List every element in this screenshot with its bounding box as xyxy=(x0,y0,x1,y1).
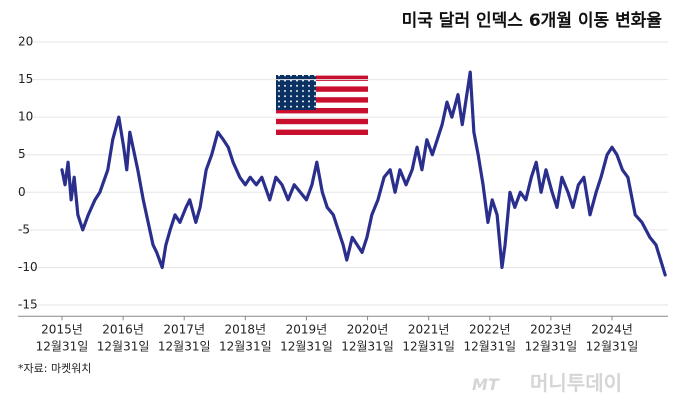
y-tick-label: -10 xyxy=(18,260,38,274)
x-tick-label: 2017년 xyxy=(163,322,205,336)
x-tick-label: 12월31일 xyxy=(525,339,578,353)
source: *자료: 마켓워치 xyxy=(18,362,91,375)
y-tick-label: 0 xyxy=(18,185,26,199)
flag xyxy=(276,75,368,140)
x-tick-label: 12월31일 xyxy=(341,339,394,353)
x-tick-label: 2016년 xyxy=(102,322,144,336)
watermark-logo: MT xyxy=(472,375,500,394)
y-tick-label: -5 xyxy=(18,222,30,236)
y-tick-label: 15 xyxy=(18,72,33,86)
x-tick-label: 2022년 xyxy=(469,322,511,336)
x-tick-label: 2023년 xyxy=(530,322,572,336)
y-tick-label: -15 xyxy=(18,298,38,312)
chart-title: 미국 달러 인덱스 6개월 이동 변화율 xyxy=(402,10,663,31)
y-tick-label: 10 xyxy=(18,110,33,124)
x-tick-label: 12월31일 xyxy=(36,339,89,353)
x-tick-label: 2019년 xyxy=(286,322,328,336)
x-tick-label: 2024년 xyxy=(591,322,633,336)
x-tick-label: 12월31일 xyxy=(158,339,211,353)
x-tick-label: 2018년 xyxy=(225,322,267,336)
y-tick-label: 20 xyxy=(18,35,33,49)
x-tick-label: 2020년 xyxy=(347,322,389,336)
x-tick-label: 12월31일 xyxy=(463,339,516,353)
y-tick-label: 5 xyxy=(18,147,26,161)
x-tick-label: 12월31일 xyxy=(280,339,333,353)
x-tick-label: 2021년 xyxy=(408,322,450,336)
x-tick-label: 12월31일 xyxy=(402,339,455,353)
watermark: MT 머니투데이 xyxy=(472,371,622,395)
watermark-text: 머니투데이 xyxy=(530,371,622,395)
x-tick-label: 2015년 xyxy=(41,322,83,336)
x-tick-label: 12월31일 xyxy=(586,339,639,353)
x-tick-label: 12월31일 xyxy=(219,339,272,353)
line-series xyxy=(60,70,667,277)
x-tick-label: 12월31일 xyxy=(97,339,150,353)
